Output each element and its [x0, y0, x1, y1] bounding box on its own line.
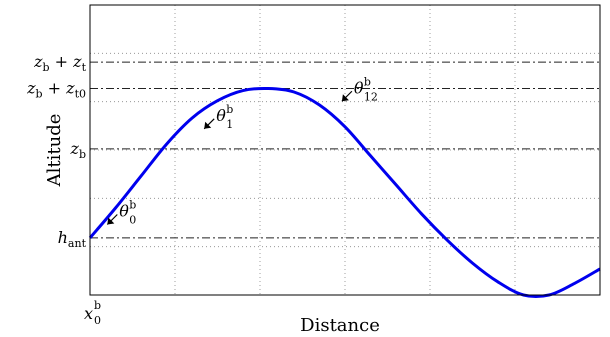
x-axis-label: Distance	[300, 315, 380, 336]
y-tick-label: zb	[70, 139, 86, 161]
x-tick-label: xb 0	[84, 299, 101, 327]
reference-lines	[90, 61, 600, 239]
angle-label: θb 0	[119, 199, 136, 227]
plot-frame	[89, 4, 601, 296]
x-tick-labels: xb 0	[84, 299, 101, 327]
angle-arrow-head	[107, 217, 115, 225]
y-axis-label: Altitude	[44, 114, 65, 188]
angle-label: θb 12	[354, 75, 378, 103]
y-tick-label: zb + zt0	[26, 79, 86, 101]
y-tick-label: zb + zt	[33, 52, 87, 74]
angle-arrow-head	[341, 94, 349, 102]
y-tick-label: hant	[58, 228, 87, 250]
angle-annotations: θb 0 θb 1 θb 12	[106, 75, 378, 227]
angle-label: θb 1	[216, 103, 233, 131]
grid-lines	[90, 5, 600, 295]
y-tick-labels: hant zb zb + zt0 zb + zt	[26, 52, 87, 250]
series-group	[88, 86, 601, 299]
series-line	[88, 86, 601, 299]
angle-arrow-head	[204, 121, 212, 129]
